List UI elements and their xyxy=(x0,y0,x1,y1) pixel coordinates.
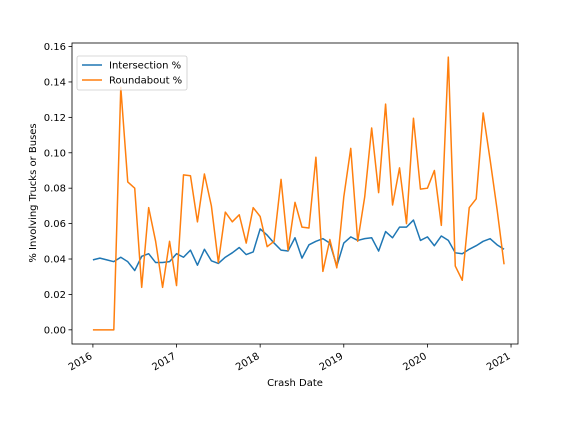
intersection-series-line xyxy=(92,219,505,272)
y-tick-label: 0.12 xyxy=(44,113,66,124)
y-tick-label: 0.02 xyxy=(44,290,66,301)
y-tick-label: 0.00 xyxy=(44,325,66,336)
legend-label-roundabout: Roundabout % xyxy=(109,76,182,87)
y-tick-label: 0.14 xyxy=(44,77,66,88)
x-tick-label: 2020 xyxy=(401,351,429,373)
y-axis: 0.00 0.02 0.04 0.06 0.08 0.10 0.12 0.14 0.16 xyxy=(44,42,72,336)
y-tick-label: 0.10 xyxy=(44,148,66,159)
y-tick-label: 0.08 xyxy=(44,184,66,195)
legend-label-intersection: Intersection % xyxy=(109,61,181,72)
plot-frame xyxy=(71,42,519,345)
series-layer xyxy=(92,56,505,331)
x-tick-label: 2017 xyxy=(150,351,178,373)
x-tick-label: 2021 xyxy=(485,351,513,373)
legend: Intersection % Roundabout % xyxy=(76,55,188,91)
y-axis-label: % Involving Trucks or Buses xyxy=(28,123,39,262)
x-tick-label: 2016 xyxy=(67,351,95,373)
legend-box xyxy=(76,55,188,91)
x-axis-label: Crash Date xyxy=(267,378,323,389)
y-tick-label: 0.06 xyxy=(44,219,66,230)
x-tick-label: 2019 xyxy=(318,351,346,373)
y-tick-label: 0.04 xyxy=(44,255,66,266)
plot-background xyxy=(72,43,518,344)
y-tick-label: 0.16 xyxy=(44,42,66,53)
x-tick-label: 2018 xyxy=(234,351,262,373)
x-axis: 2016 2017 2018 2019 2020 2021 xyxy=(67,344,513,373)
roundabout-series-line xyxy=(92,56,505,331)
